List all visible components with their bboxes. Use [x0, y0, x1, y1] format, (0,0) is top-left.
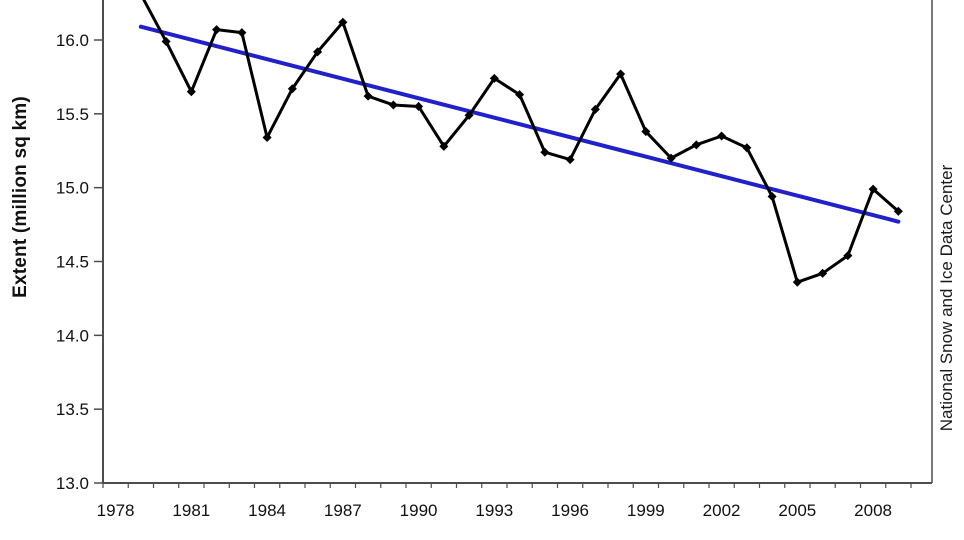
- x-tick-label: 2002: [703, 501, 741, 520]
- x-tick-label: 2005: [778, 501, 816, 520]
- data-point-marker: [414, 101, 424, 111]
- data-point-marker: [893, 206, 903, 216]
- data-point-marker: [792, 277, 802, 287]
- y-tick-label: 13.5: [56, 400, 89, 419]
- data-point-marker: [641, 127, 651, 137]
- y-tick-label: 14.5: [56, 253, 89, 272]
- y-tick-label: 15.5: [56, 105, 89, 124]
- y-tick-label: 16.0: [56, 31, 89, 50]
- data-point-marker: [464, 110, 474, 120]
- y-tick-label: 15.0: [56, 179, 89, 198]
- data-point-marker: [237, 28, 247, 38]
- y-axis-title: Extent (million sq km): [10, 96, 31, 298]
- data-point-marker: [515, 90, 525, 100]
- data-point-marker: [540, 147, 550, 157]
- x-tick-label: 2008: [854, 501, 892, 520]
- data-point-marker: [363, 91, 373, 101]
- data-point-marker: [742, 143, 752, 153]
- data-point-marker: [717, 131, 727, 141]
- data-point-marker: [691, 140, 701, 150]
- credit-text: National Snow and Ice Data Center: [937, 164, 956, 432]
- y-tick-label: 14.0: [56, 326, 89, 345]
- data-point-marker: [818, 268, 828, 278]
- y-tick-label: 13.0: [56, 474, 89, 493]
- data-point-marker: [565, 155, 575, 165]
- x-tick-label: 1993: [475, 501, 513, 520]
- data-point-marker: [843, 251, 853, 261]
- data-point-marker: [666, 153, 676, 163]
- data-point-marker: [767, 192, 777, 202]
- x-tick-label: 1978: [97, 501, 135, 520]
- x-tick-label: 1990: [400, 501, 438, 520]
- data-point-marker: [212, 25, 222, 35]
- x-tick-label: 1984: [248, 501, 286, 520]
- x-tick-label: 1987: [324, 501, 362, 520]
- x-tick-label: 1996: [551, 501, 589, 520]
- data-point-marker: [388, 100, 398, 110]
- data-point-marker: [313, 47, 323, 57]
- data-point-marker: [868, 184, 878, 194]
- data-point-marker: [590, 104, 600, 114]
- trend-line: [138, 24, 901, 224]
- data-point-marker: [616, 69, 626, 79]
- x-tick-label: 1981: [172, 501, 210, 520]
- x-tick-label: 1999: [627, 501, 665, 520]
- data-line: [142, 0, 900, 284]
